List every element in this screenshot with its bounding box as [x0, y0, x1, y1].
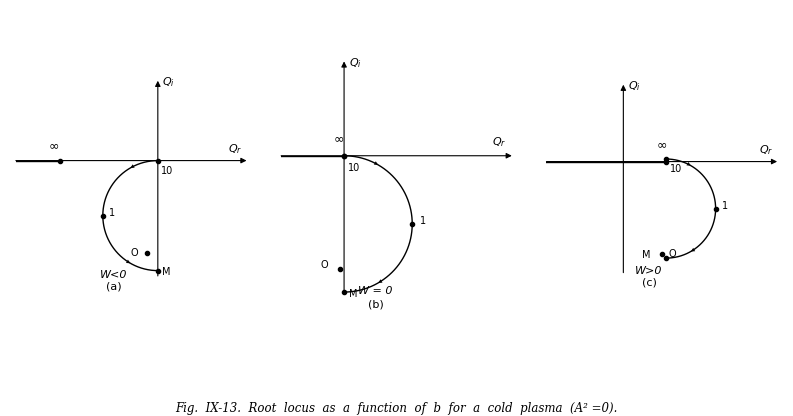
Text: O: O — [320, 260, 328, 270]
Text: 1: 1 — [722, 201, 728, 210]
Text: $Q_i$: $Q_i$ — [627, 79, 641, 93]
Text: $Q_i$: $Q_i$ — [163, 75, 175, 89]
Text: (b): (b) — [368, 300, 383, 310]
Text: 1: 1 — [109, 208, 115, 218]
Text: $Q_r$: $Q_r$ — [759, 143, 773, 157]
Text: O: O — [668, 249, 676, 259]
Text: $Q_r$: $Q_r$ — [228, 142, 242, 156]
Text: $Q_r$: $Q_r$ — [492, 135, 507, 149]
Text: M: M — [349, 289, 358, 299]
Text: W = 0: W = 0 — [358, 286, 393, 296]
Text: $\infty$: $\infty$ — [657, 138, 668, 151]
Text: (a): (a) — [105, 281, 121, 291]
Text: $Q_i$: $Q_i$ — [349, 57, 362, 70]
Text: M: M — [642, 250, 650, 260]
Text: W>0: W>0 — [635, 266, 663, 276]
Text: $\infty$: $\infty$ — [48, 139, 59, 152]
Text: 10: 10 — [161, 166, 174, 176]
Text: W<0: W<0 — [100, 270, 127, 280]
Text: 10: 10 — [669, 164, 682, 174]
Text: 1: 1 — [419, 216, 426, 226]
Text: 10: 10 — [348, 163, 361, 173]
Text: Fig.  IX-13.  Root  locus  as  a  function  of  b  for  a  cold  plasma  (A² =0): Fig. IX-13. Root locus as a function of … — [175, 402, 618, 415]
Text: O: O — [130, 248, 138, 258]
Text: (c): (c) — [642, 277, 657, 287]
Text: $\infty$: $\infty$ — [333, 132, 344, 145]
Text: M: M — [163, 267, 170, 277]
